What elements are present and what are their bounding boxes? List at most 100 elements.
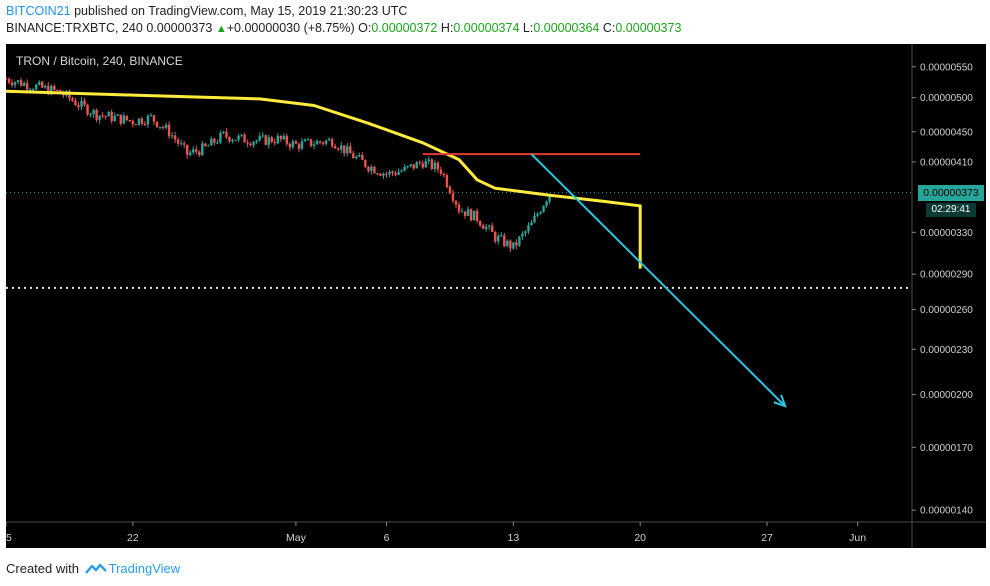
candle-up [164,124,168,128]
candle-up [346,146,349,154]
candle-down [349,146,352,154]
candle-up [50,85,53,95]
candle-up [16,80,20,83]
candle-down [321,142,325,144]
moving-average-line [6,89,642,269]
candle-down [494,232,497,242]
candle-up [170,135,174,137]
candle-up [146,115,150,125]
candle-down [376,173,379,175]
candle-down [451,193,455,201]
candle-down [77,105,80,107]
candle-up [524,231,527,234]
ohlc-header: BINANCE:TRXBTC, 240 0.00000373 ▲+0.00000… [6,21,681,35]
candle-up [240,134,243,136]
candle-up [324,140,328,144]
candle-up [424,161,427,168]
candle-up [13,82,17,86]
published-text: published on TradingView.com, May 15, 20… [70,4,408,18]
candle-down [457,204,461,212]
candle-up [222,131,225,133]
candle-down [68,91,71,99]
candle-up [255,140,258,142]
candle-down [469,209,473,221]
candle-up [527,225,530,232]
candle-up [158,126,162,128]
candle-up [539,212,542,214]
candle-up [122,115,125,124]
candle-down [128,120,132,122]
candle-down [198,151,201,156]
candle-down [134,124,138,126]
candle-down [481,225,485,229]
candle-up [545,201,548,206]
candle-down [394,173,397,175]
y-tick-label: 0.00000500 [920,93,973,104]
candle-up [291,141,295,148]
candle-up [542,205,545,213]
candle-down [86,104,89,115]
candle-up [237,135,240,140]
candle-down [430,159,434,170]
candle-up [92,109,95,115]
candle-up [355,156,358,159]
candle-down [173,135,177,140]
candle-up [400,170,403,172]
candle-up [548,194,551,202]
price-chart[interactable]: 0.00000550 0.00000500 0.00000450 0.00000410… [6,44,986,548]
x-tick-label: 22 [127,532,139,544]
projection-arrow-head [773,394,787,408]
close-label: C: [602,21,616,35]
candle-down [176,139,180,144]
candle-up [358,154,361,157]
candle-up [530,222,533,226]
candle-down [385,173,388,175]
candle-down [491,225,494,233]
candle-down [309,139,313,147]
candle-down [186,144,189,155]
candle-up [231,140,234,142]
candle-up [210,138,213,146]
candle-down [249,143,252,146]
candle-up [533,215,536,223]
candle-down [273,142,276,144]
chart-panel[interactable]: 0.00000550 0.00000500 0.00000450 0.00000410… [6,44,986,548]
projection-arrow-line [530,153,786,407]
y-tick-label: 0.00000450 [920,127,973,138]
candle-down [318,141,322,143]
candle-up [201,143,204,156]
candle-down [361,154,364,160]
candle-down [195,149,198,152]
candle-up [137,118,141,125]
x-tick-label: 13 [508,532,520,544]
candle-down [246,142,249,144]
candle-down [503,235,506,246]
candle-down [182,143,186,145]
x-tick-label: 20 [634,532,646,544]
candle-timer: 02:29:41 [926,202,976,217]
candle-up [38,81,41,85]
candle-up [303,139,307,142]
candle-down [125,115,128,121]
candle-down [352,153,355,159]
y-tick-label: 0.00000230 [920,345,973,356]
open-label: O: [358,21,372,35]
candle-down [515,242,518,246]
candle-up [382,173,385,176]
candle-down [270,137,273,143]
candle-down [6,78,8,80]
candle-down [7,78,11,83]
created-with-label: Created with [6,561,79,576]
candle-down [243,134,246,143]
candle-down [213,138,216,143]
candle-down [161,126,165,128]
candle-up [282,135,286,140]
candle-up [521,233,524,237]
candle-up [267,137,270,145]
y-tick-label: 0.00000550 [920,62,973,73]
tradingview-link[interactable]: TradingView [108,561,181,576]
publisher-link[interactable]: BITCOIN21 [6,4,71,18]
candle-up [35,84,38,90]
candle-up [219,132,222,143]
candle-down [418,162,421,164]
